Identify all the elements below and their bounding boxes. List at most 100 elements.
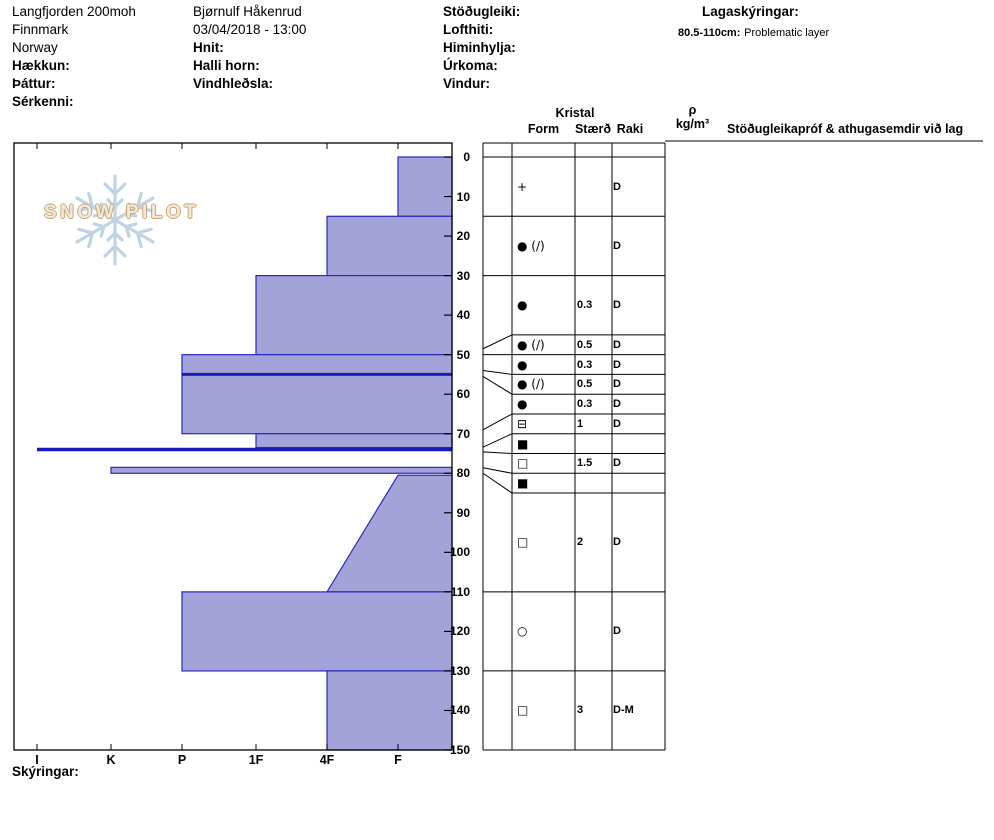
hardness-layer-bar bbox=[181, 373, 453, 435]
crystal-form-symbol: ■ bbox=[517, 476, 529, 491]
country-name: Norway bbox=[12, 40, 58, 55]
sky-cover-label: Himinhylja: bbox=[443, 40, 516, 55]
depth-tick-label: 80 bbox=[456, 466, 470, 481]
depth-tick-label: 20 bbox=[456, 229, 470, 244]
wetness-value: D bbox=[613, 536, 621, 549]
wetness-value: D bbox=[613, 358, 621, 371]
hardness-axis-label: I bbox=[35, 753, 39, 767]
logo-text: SNOW PILOT bbox=[44, 202, 200, 223]
depth-tick-label: 50 bbox=[456, 347, 470, 362]
depth-tick-label: 0 bbox=[463, 150, 470, 164]
depth-tick-label: 40 bbox=[456, 308, 470, 323]
crystal-form-symbol: ■ bbox=[517, 436, 529, 451]
crystal-form-symbol: □ bbox=[517, 456, 529, 471]
layer-note: 80.5-110cm: Problematic layer bbox=[678, 24, 829, 41]
depth-tick-label: 130 bbox=[449, 663, 470, 678]
wetness-column-header: Raki bbox=[616, 122, 644, 136]
crystal-form-symbol: ● (/) bbox=[517, 377, 545, 392]
slope-angle-label: Halli horn: bbox=[193, 58, 260, 73]
hardness-layer-bar bbox=[397, 156, 453, 217]
layer-connector-line bbox=[482, 433, 513, 448]
grain-size-value: 2 bbox=[577, 536, 584, 549]
depth-tick-label: 60 bbox=[456, 387, 470, 402]
elevation-label: Hækkun: bbox=[12, 58, 70, 73]
hardness-layer-bar bbox=[110, 466, 453, 474]
depth-tick-label: 100 bbox=[449, 545, 470, 560]
grain-size-value: 1.5 bbox=[577, 457, 593, 470]
observer-name: Bjørnulf Håkenrud bbox=[193, 4, 302, 19]
wetness-value: D bbox=[613, 457, 621, 470]
depth-tick-label: 10 bbox=[456, 189, 470, 204]
depth-tick-label: 70 bbox=[456, 426, 470, 441]
hardness-layer-bar bbox=[255, 275, 453, 356]
grain-size-value: 1 bbox=[577, 417, 584, 430]
form-column-header: Form bbox=[527, 122, 560, 136]
crystal-form-symbol: + bbox=[517, 179, 528, 194]
crystal-form-symbol: ⊟ bbox=[517, 416, 528, 431]
chart-frame bbox=[13, 142, 453, 751]
layer-connector-line bbox=[482, 369, 513, 375]
wetness-value: D bbox=[613, 239, 621, 252]
grain-size-value: 0.5 bbox=[577, 378, 593, 391]
hardness-axis-label: K bbox=[106, 753, 116, 767]
depth-tick-label: 30 bbox=[456, 268, 470, 283]
density-symbol-header: ρ bbox=[688, 103, 697, 117]
depth-tick-label: 90 bbox=[456, 505, 470, 520]
wetness-value: D-M bbox=[613, 704, 634, 717]
layer-note-text: Problematic layer bbox=[744, 27, 830, 39]
layer-connector-line bbox=[482, 413, 513, 431]
depth-tick-label: 110 bbox=[450, 584, 470, 599]
crystal-form-symbol: ● bbox=[517, 397, 528, 412]
grain-size-value: 3 bbox=[577, 704, 584, 717]
grain-size-value: 0.5 bbox=[577, 338, 593, 351]
depth-tick-label: 140 bbox=[449, 703, 470, 718]
crystal-form-symbol: ● bbox=[517, 298, 528, 313]
wind-label: Vindur: bbox=[443, 76, 490, 91]
comments-label: Skýringar: bbox=[12, 764, 79, 779]
wetness-value: D bbox=[613, 180, 621, 193]
observation-datetime: 03/04/2018 - 13:00 bbox=[193, 22, 307, 37]
hardness-layer-bar bbox=[326, 670, 453, 751]
crystal-group-header: Kristal bbox=[555, 106, 595, 120]
grain-size-value: 0.3 bbox=[577, 299, 593, 312]
wetness-value: D bbox=[613, 378, 621, 391]
hardness-layer-wedge bbox=[325, 474, 453, 593]
hardness-layer-bar bbox=[181, 591, 453, 672]
stability-tests-header: Stöðugleikapróf & athugasemdir við lag bbox=[727, 122, 964, 136]
stability-label: Stöðugleiki: bbox=[443, 4, 521, 19]
location-name: Langfjorden 200moh bbox=[12, 4, 136, 19]
layer-connector-line bbox=[482, 375, 513, 395]
special-features-label: Sérkenni: bbox=[12, 94, 74, 109]
air-temp-label: Lofthiti: bbox=[443, 22, 494, 37]
layer-note-range: 80.5-110cm: bbox=[678, 27, 741, 39]
layer-notes-title: Lagaskýringar: bbox=[702, 4, 799, 19]
layer-connector-line bbox=[482, 334, 513, 350]
crystal-form-symbol: ● (/) bbox=[517, 337, 545, 352]
grain-size-value: 0.3 bbox=[577, 358, 593, 371]
hardness-axis-label: P bbox=[177, 753, 187, 767]
crystal-form-symbol: □ bbox=[517, 535, 529, 550]
crystal-form-symbol: □ bbox=[517, 703, 529, 718]
hardness-axis-label: 4F bbox=[319, 753, 335, 767]
crystal-form-symbol: ● bbox=[517, 357, 528, 372]
layer-connector-line bbox=[482, 472, 513, 494]
hardness-layer-bar bbox=[255, 433, 453, 449]
coordinates-label: Hnit: bbox=[193, 40, 224, 55]
wetness-value: D bbox=[613, 625, 621, 638]
layer-connector-line bbox=[482, 467, 513, 474]
crystal-form-symbol: ○ bbox=[517, 624, 528, 639]
depth-tick-label: 120 bbox=[449, 624, 470, 639]
snowflake-icon bbox=[70, 174, 160, 266]
size-column-header: Stærð bbox=[574, 122, 612, 136]
wetness-value: D bbox=[613, 299, 621, 312]
depth-tick-label: 150 bbox=[449, 743, 470, 757]
hardness-layer-bar bbox=[326, 215, 453, 277]
grain-size-value: 0.3 bbox=[577, 398, 593, 411]
crystal-form-symbol: ● (/) bbox=[517, 238, 545, 253]
precipitation-label: Úrkoma: bbox=[443, 58, 498, 73]
wind-loading-label: Vindhleðsla: bbox=[193, 76, 274, 91]
density-unit-header: kg/m³ bbox=[675, 117, 710, 131]
hardness-axis-label: F bbox=[394, 753, 402, 767]
